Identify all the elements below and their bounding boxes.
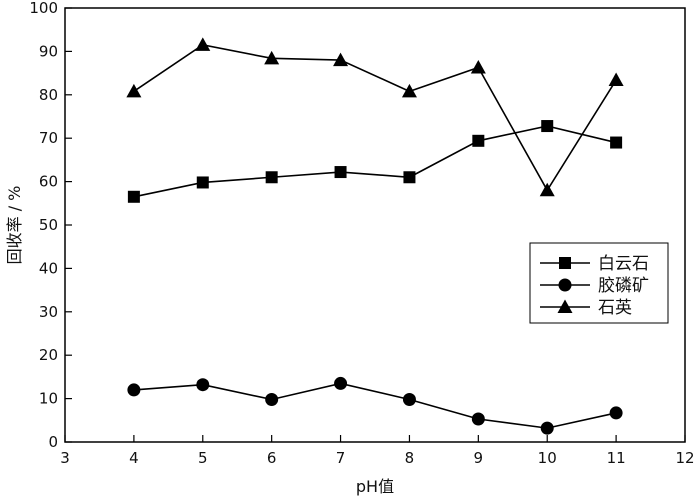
legend-marker-circle	[558, 278, 572, 292]
series-square	[127, 120, 623, 203]
data-point-circle	[609, 406, 623, 420]
data-point-triangle	[264, 50, 280, 65]
data-point-circle	[540, 421, 554, 435]
data-point-triangle	[470, 59, 486, 74]
y-tick-label: 30	[39, 303, 58, 321]
data-point-circle	[471, 412, 485, 426]
data-point-square	[265, 171, 278, 184]
y-tick-label: 70	[39, 129, 58, 147]
x-tick-label: 6	[267, 449, 277, 467]
y-axis: 0 10 20 30 40 50 60 70 80 90 100	[29, 0, 72, 451]
series-layer	[126, 37, 624, 435]
y-tick-label: 80	[39, 86, 58, 104]
plot-frame	[64, 7, 686, 443]
x-tick-label: 7	[336, 449, 346, 467]
data-point-circle	[265, 392, 279, 406]
data-point-triangle	[401, 83, 417, 98]
x-axis: 3 4 5 6 7 8 9 10 11 12	[60, 435, 695, 467]
x-tick-label: 9	[474, 449, 484, 467]
data-point-square	[127, 190, 140, 203]
series-line	[133, 125, 617, 198]
data-point-circle	[334, 376, 348, 390]
legend-label: 胶磷矿	[598, 276, 649, 296]
y-tick-label: 0	[48, 433, 58, 451]
data-point-circle	[402, 392, 416, 406]
legend-marker-square	[559, 257, 571, 269]
x-tick-label: 10	[538, 449, 557, 467]
data-point-triangle	[539, 182, 555, 197]
y-tick-label: 10	[39, 390, 58, 408]
legend-marker-triangle	[557, 299, 573, 313]
data-point-square	[610, 136, 623, 149]
x-axis-title: pH值	[356, 477, 394, 496]
x-tick-label: 3	[60, 449, 70, 467]
series-circle	[127, 376, 623, 435]
data-point-square	[334, 166, 347, 179]
data-point-square	[541, 120, 554, 133]
y-tick-label: 20	[39, 346, 58, 364]
data-point-square	[472, 134, 485, 147]
x-tick-label: 4	[129, 449, 139, 467]
legend-label: 白云石	[598, 254, 649, 274]
series-line	[133, 382, 617, 429]
series-line	[133, 44, 617, 192]
series-triangle	[126, 37, 624, 197]
data-point-triangle	[195, 37, 211, 51]
legend-box	[529, 242, 669, 324]
y-axis-title: 回收率 / %	[5, 186, 24, 265]
data-point-triangle	[126, 83, 142, 98]
data-point-square	[196, 176, 209, 189]
y-tick-label: 60	[39, 173, 58, 191]
y-tick-label: 90	[39, 42, 58, 60]
data-point-circle	[127, 383, 141, 397]
data-point-triangle	[333, 52, 349, 67]
data-point-circle	[196, 378, 210, 392]
legend-label: 石英	[598, 298, 632, 318]
data-point-square	[403, 171, 416, 184]
y-tick-label: 100	[29, 0, 58, 17]
y-tick-label: 40	[39, 259, 58, 277]
y-tick-label: 50	[39, 216, 58, 234]
x-tick-label: 12	[675, 449, 694, 467]
data-point-triangle	[608, 72, 624, 87]
x-tick-label: 8	[405, 449, 415, 467]
x-tick-label: 5	[198, 449, 208, 467]
x-tick-label: 11	[607, 449, 626, 467]
